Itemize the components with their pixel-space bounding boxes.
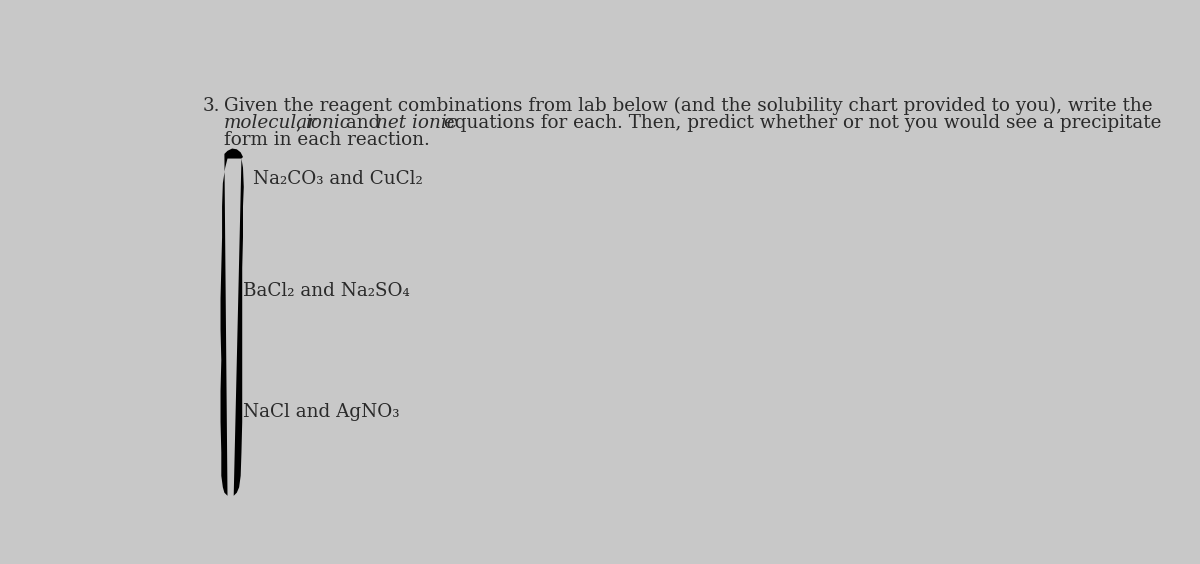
Text: Given the reagent combinations from lab below (and the solubility chart provided: Given the reagent combinations from lab … <box>223 97 1152 115</box>
Text: molecular: molecular <box>223 114 317 132</box>
Text: net ionic: net ionic <box>376 114 456 132</box>
Text: ,: , <box>295 114 307 132</box>
Text: equations for each. Then, predict whether or not you would see a precipitate: equations for each. Then, predict whethe… <box>438 114 1162 132</box>
Text: 3.: 3. <box>203 97 221 115</box>
Text: and: and <box>340 114 386 132</box>
Text: BaCl₂ and Na₂SO₄: BaCl₂ and Na₂SO₄ <box>242 282 409 299</box>
Text: NaCl and AgNO₃: NaCl and AgNO₃ <box>242 403 400 421</box>
Text: form in each reaction.: form in each reaction. <box>223 131 430 149</box>
Text: ionic: ionic <box>305 114 350 132</box>
Polygon shape <box>221 148 244 496</box>
Text: Na₂CO₃ and CuCl₂: Na₂CO₃ and CuCl₂ <box>253 170 422 188</box>
